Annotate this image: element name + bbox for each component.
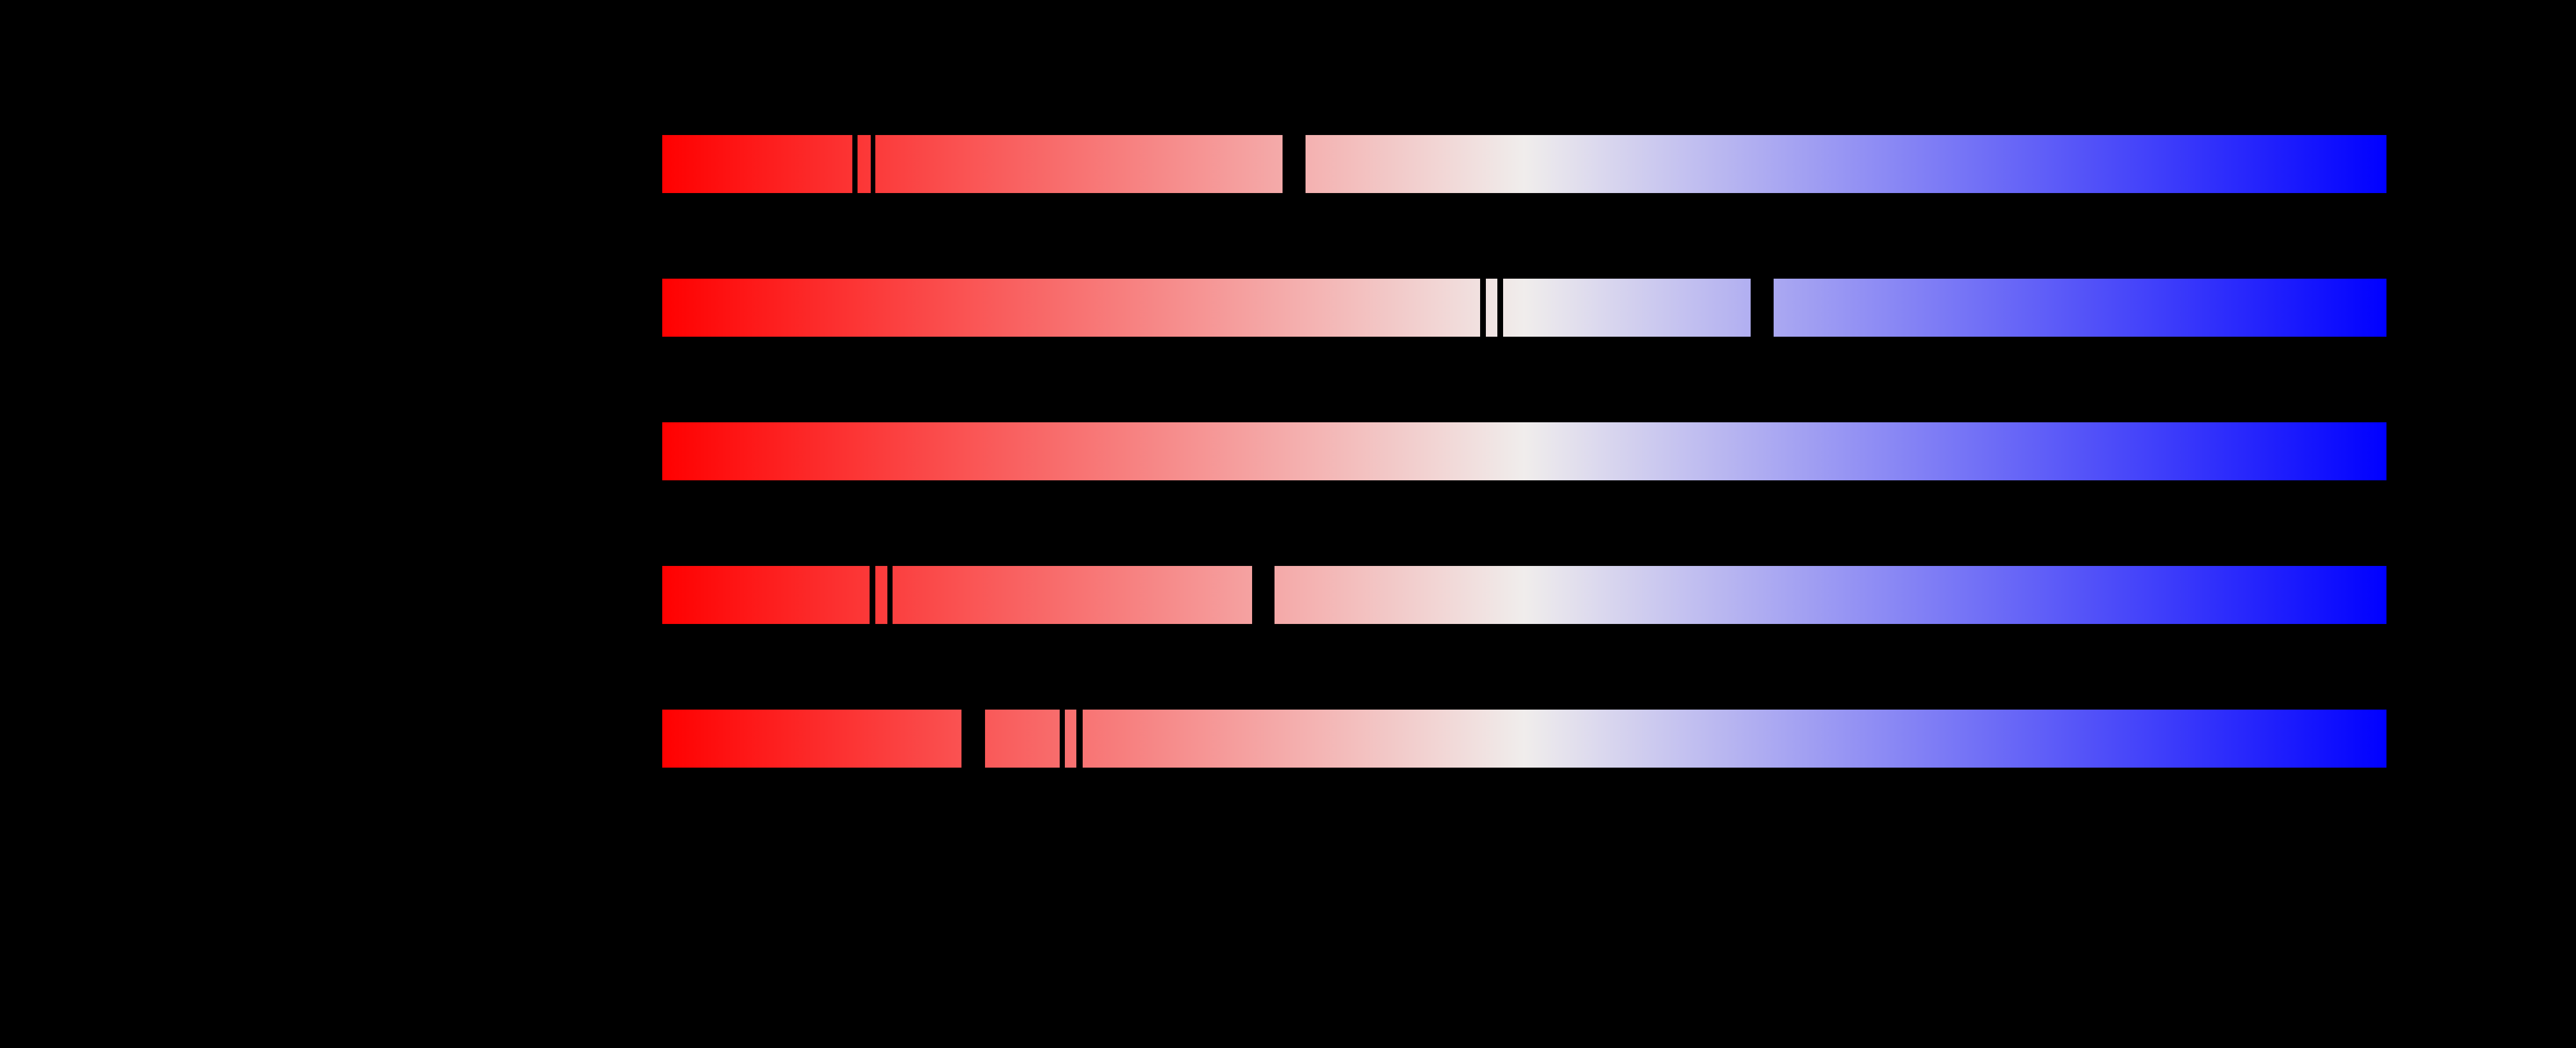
bar-marker-thin xyxy=(852,135,858,193)
bar-marker-thick xyxy=(961,710,985,768)
bar-marker-thin xyxy=(1060,710,1065,768)
bar-marker-thin xyxy=(870,566,875,624)
gradient-bar-5 xyxy=(662,710,2386,768)
bar-marker-thick xyxy=(1751,279,1774,337)
gradient-bar-1 xyxy=(662,135,2386,193)
bar-marker-thin xyxy=(887,566,893,624)
bar-marker-thick xyxy=(1283,135,1306,193)
bar-marker-thick xyxy=(1252,566,1275,624)
gradient-bar-3 xyxy=(662,422,2386,480)
bar-marker-thin xyxy=(1480,279,1486,337)
gradient-bar-4 xyxy=(662,566,2386,624)
bar-marker-thin xyxy=(1076,710,1083,768)
bar-marker-thin xyxy=(871,135,875,193)
gradient-bar-2 xyxy=(662,279,2386,337)
bar-marker-thin xyxy=(1497,279,1503,337)
